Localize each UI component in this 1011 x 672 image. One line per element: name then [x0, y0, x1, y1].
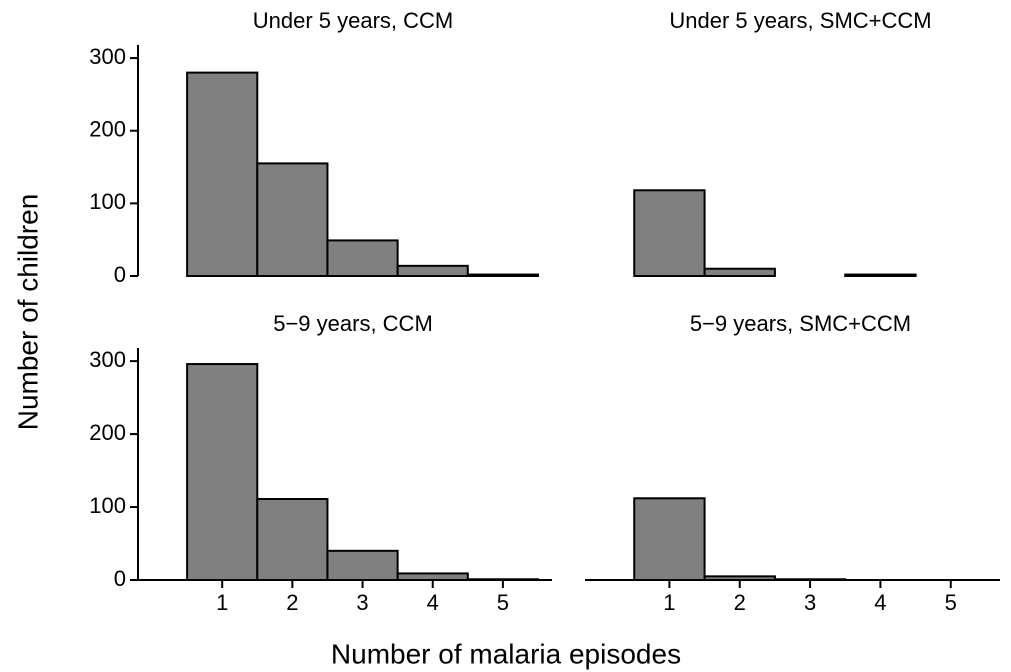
- y-tick-label: 300: [89, 347, 126, 372]
- x-tick-label: 2: [734, 590, 746, 615]
- bar: [256, 498, 329, 581]
- x-tick-label: 5: [497, 590, 509, 615]
- panel-title: 5−9 years, CCM: [273, 311, 433, 336]
- bar: [186, 363, 259, 582]
- y-tick-label: 200: [89, 420, 126, 445]
- x-tick-label: 2: [286, 590, 298, 615]
- y-tick-label: 0: [114, 262, 126, 287]
- bar: [256, 162, 329, 277]
- x-tick-label: 3: [356, 590, 368, 615]
- bar: [633, 189, 706, 277]
- panel-title: Under 5 years, SMC+CCM: [669, 8, 931, 33]
- bar: [844, 273, 917, 278]
- x-tick-label: 5: [945, 590, 957, 615]
- y-axis-label: Number of children: [12, 194, 43, 431]
- x-tick-label: 1: [663, 590, 675, 615]
- panel-title: 5−9 years, SMC+CCM: [690, 311, 911, 336]
- y-tick-label: 100: [89, 189, 126, 214]
- x-tick-label: 4: [427, 590, 439, 615]
- y-tick-label: 300: [89, 44, 126, 69]
- bar: [703, 267, 776, 277]
- bar: [326, 239, 399, 277]
- bar: [186, 71, 259, 277]
- bar: [466, 273, 539, 278]
- bar: [326, 549, 399, 582]
- x-axis-label: Number of malaria episodes: [331, 638, 681, 669]
- panel-title: Under 5 years, CCM: [253, 8, 454, 33]
- x-tick-label: 4: [874, 590, 886, 615]
- x-tick-label: 3: [804, 590, 816, 615]
- y-tick-label: 200: [89, 117, 126, 142]
- y-tick-label: 100: [89, 493, 126, 518]
- x-tick-label: 1: [216, 590, 228, 615]
- bar: [396, 264, 469, 278]
- y-tick-label: 0: [114, 566, 126, 591]
- bar: [633, 497, 706, 581]
